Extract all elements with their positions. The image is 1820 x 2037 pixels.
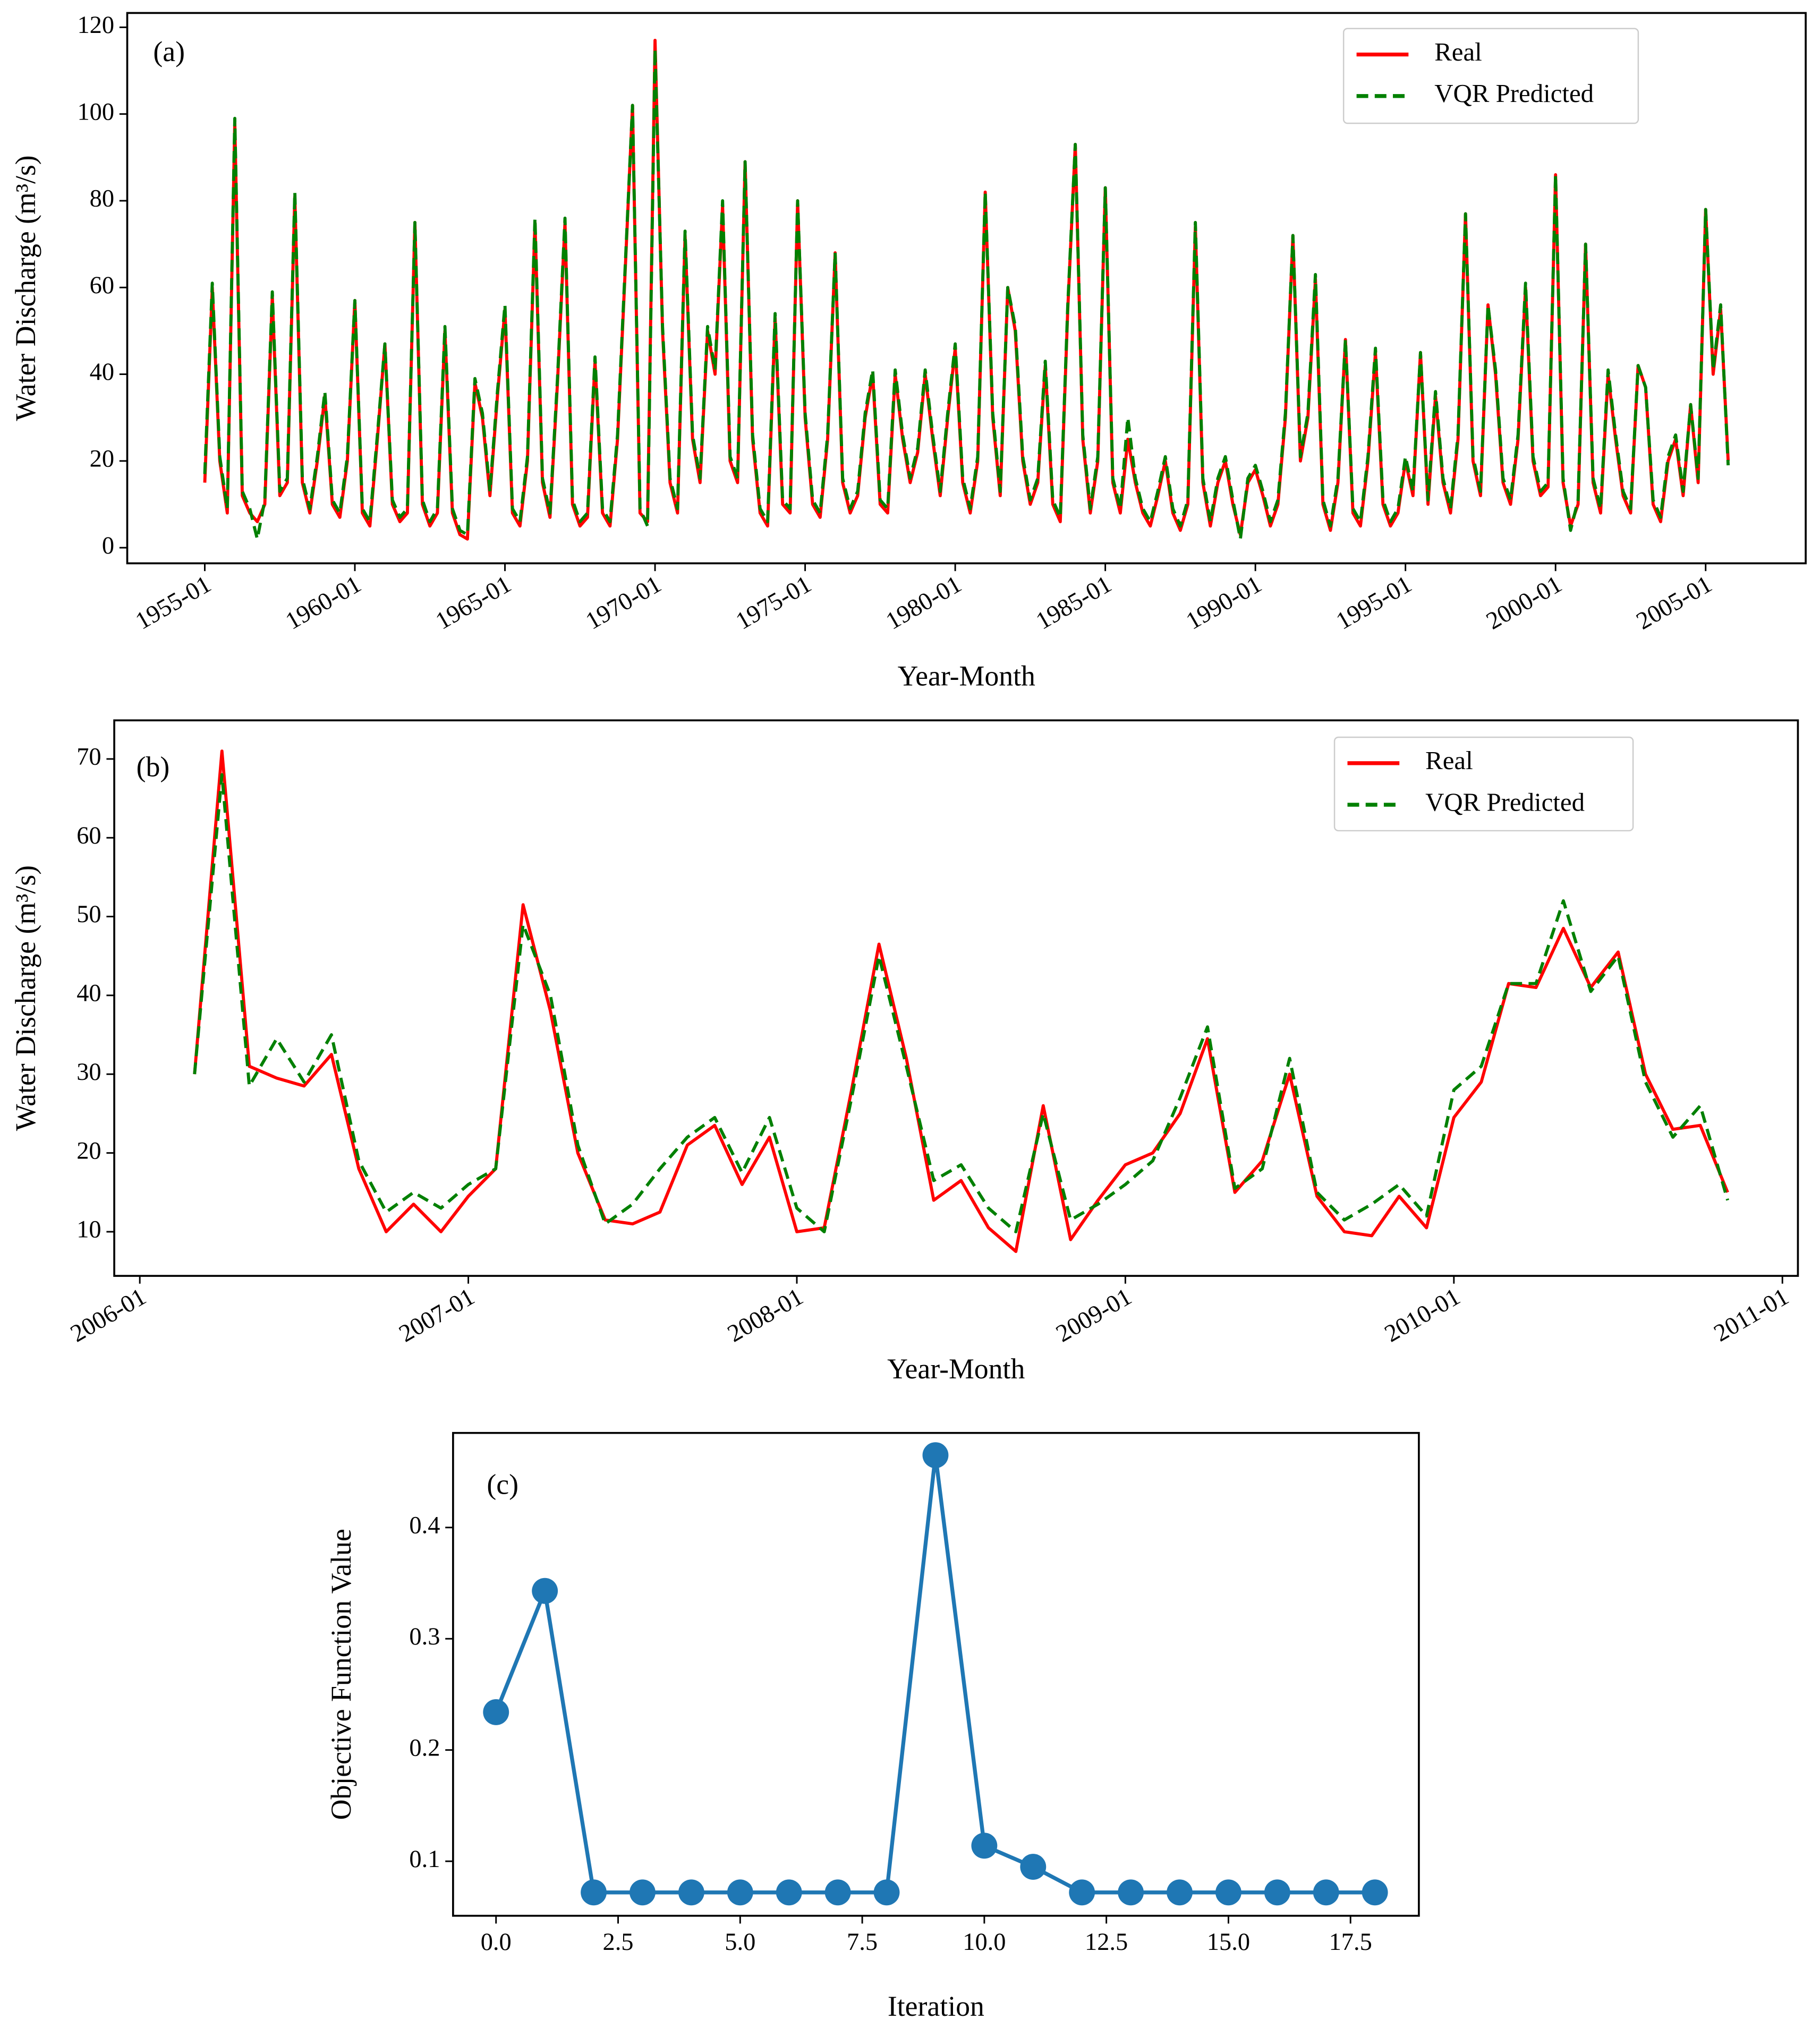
y-tick-label: 60: [90, 272, 114, 299]
x-tick-label: 2.5: [603, 1929, 634, 1956]
y-tick-label: 20: [76, 1137, 101, 1164]
x-tick-label: 2008-01: [723, 1283, 807, 1348]
y-axis-label: Water Discharge (m³/s): [10, 155, 41, 421]
x-tick-label: 5.0: [725, 1929, 755, 1956]
marker: [1215, 1879, 1241, 1906]
marker: [678, 1879, 704, 1906]
series-line: [494, 1453, 1375, 1895]
legend-label: VQR Predicted: [1425, 787, 1585, 816]
y-tick-label: 0.2: [409, 1734, 440, 1761]
marker: [776, 1879, 802, 1906]
y-tick-label: 120: [77, 12, 114, 39]
x-axis-label: Year-Month: [898, 660, 1035, 692]
marker: [1313, 1879, 1339, 1906]
marker: [630, 1879, 656, 1906]
marker: [1118, 1879, 1144, 1906]
series-line: [193, 749, 1729, 1254]
x-axis-label: Iteration: [888, 1990, 984, 2022]
marker: [1264, 1879, 1290, 1906]
x-tick-label: 2010-01: [1380, 1283, 1465, 1348]
x-tick-label: 2011-01: [1710, 1283, 1793, 1348]
legend-box: [1342, 28, 1639, 124]
legend-label: Real: [1434, 37, 1482, 66]
panel-annotation: (a): [153, 36, 185, 67]
x-tick-label: 2007-01: [395, 1283, 479, 1348]
marker: [483, 1699, 509, 1725]
x-tick-label: 15.0: [1207, 1929, 1250, 1956]
y-tick-label: 20: [90, 445, 114, 472]
marker: [1362, 1879, 1388, 1906]
y-tick-label: 0.1: [409, 1846, 440, 1873]
x-tick-label: 2005-01: [1632, 570, 1716, 635]
x-tick-label: 1990-01: [1181, 570, 1266, 635]
x-tick-label: 10.0: [963, 1929, 1006, 1956]
series-line: [193, 773, 1729, 1233]
marker: [1069, 1879, 1095, 1906]
x-tick-label: 1980-01: [881, 570, 966, 635]
y-tick-label: 40: [90, 359, 114, 386]
marker: [727, 1879, 753, 1906]
marker: [824, 1879, 851, 1906]
marker: [1167, 1879, 1193, 1906]
x-tick-label: 2009-01: [1052, 1283, 1136, 1348]
y-tick-label: 40: [76, 980, 101, 1007]
marker: [581, 1879, 607, 1906]
x-tick-label: 17.5: [1329, 1929, 1372, 1956]
y-tick-label: 10: [76, 1216, 101, 1243]
x-tick-label: 1960-01: [281, 570, 365, 635]
y-axis-label: Objective Function Value: [325, 1529, 357, 1820]
y-tick-label: 100: [77, 98, 114, 125]
x-tick-label: 7.5: [847, 1929, 878, 1956]
y-tick-label: 50: [76, 901, 101, 928]
marker: [873, 1879, 900, 1906]
plot-frame: [113, 719, 1799, 1277]
x-tick-label: 12.5: [1085, 1929, 1128, 1956]
x-tick-label: 1970-01: [581, 570, 666, 635]
x-tick-label: 2000-01: [1482, 570, 1566, 635]
legend-label: Real: [1425, 746, 1473, 775]
panel: 10 20 30 40 50 60 70 2006-01 2007-01 2008-01 2009-…: [10, 719, 1799, 1385]
panel: 0.1 0.2 0.3 0.4 0.0 2.5 5.0 7.5 10.0 12.5 15.0 17.5…: [325, 1431, 1420, 2022]
y-tick-label: 80: [90, 185, 114, 212]
x-tick-label: 0.0: [481, 1929, 512, 1956]
x-tick-label: 1955-01: [131, 570, 216, 635]
x-tick-label: 1965-01: [431, 570, 516, 635]
y-tick-label: 60: [76, 822, 101, 849]
plot-frame: [452, 1431, 1420, 1917]
x-tick-label: 2006-01: [66, 1283, 150, 1348]
y-tick-label: 30: [76, 1059, 101, 1086]
y-tick-label: 70: [76, 744, 101, 771]
marker: [1020, 1854, 1047, 1880]
x-tick-label: 1985-01: [1032, 570, 1116, 635]
panel: 0 20 40 60 80 100 120 1955-01 1960-01 1965-01 1970…: [10, 12, 1807, 692]
panel-annotation: (c): [487, 1469, 518, 1501]
series-line: [203, 47, 1730, 541]
x-tick-label: 1995-01: [1332, 570, 1416, 635]
x-tick-label: 1975-01: [732, 570, 816, 635]
legend-label: VQR Predicted: [1434, 79, 1594, 108]
marker: [922, 1442, 949, 1469]
y-tick-label: 0.4: [409, 1512, 440, 1539]
y-tick-label: 0.3: [409, 1623, 440, 1650]
y-tick-label: 0: [102, 532, 114, 559]
y-axis-label: Water Discharge (m³/s): [10, 865, 41, 1131]
x-axis-label: Year-Month: [887, 1353, 1025, 1385]
marker: [971, 1833, 998, 1859]
marker: [532, 1578, 558, 1604]
panel-annotation: (b): [137, 751, 170, 782]
legend-box: [1333, 736, 1634, 832]
